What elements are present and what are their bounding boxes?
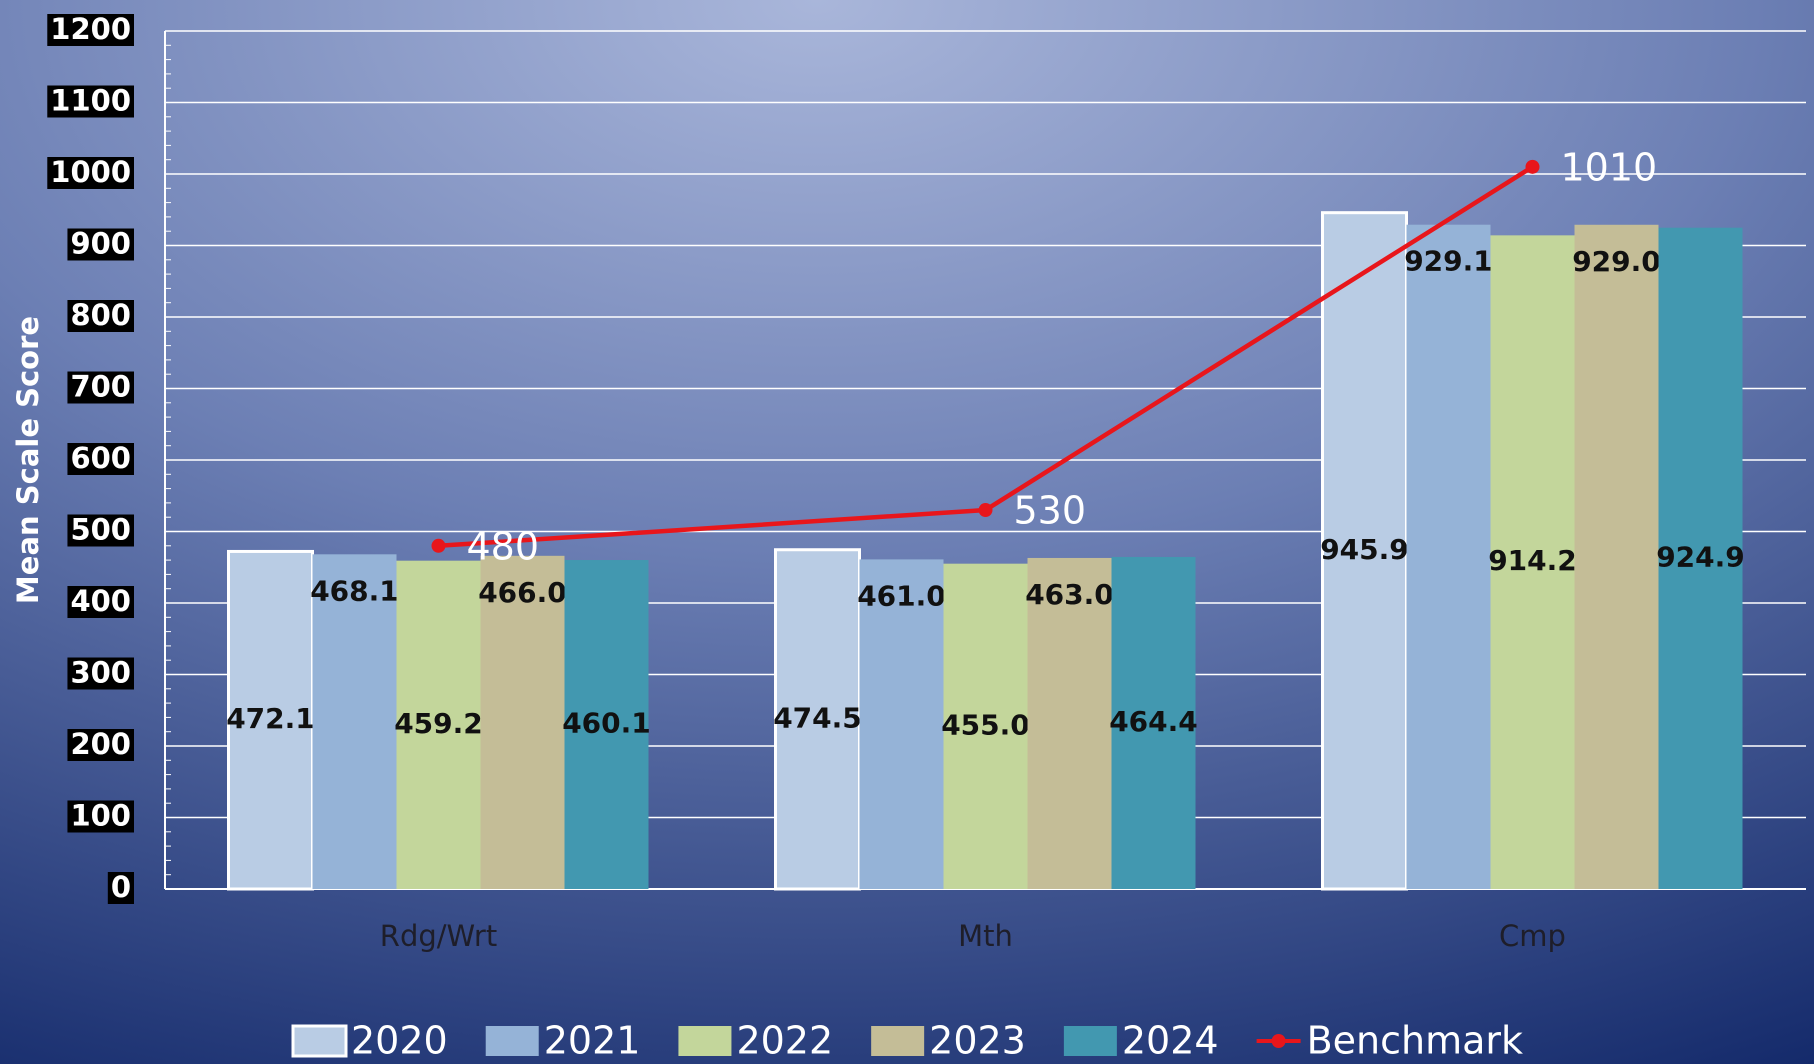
y-tick-label: 1200 xyxy=(50,12,131,46)
legend-label: 2022 xyxy=(736,1019,833,1063)
benchmark-label: 1010 xyxy=(1561,145,1658,189)
legend-label: 2024 xyxy=(1122,1019,1219,1063)
legend-label: 2023 xyxy=(929,1019,1026,1063)
y-tick-label: 700 xyxy=(70,370,131,404)
y-tick-label: 200 xyxy=(70,727,131,761)
benchmark-label: 530 xyxy=(1014,489,1087,533)
y-tick-label-bg xyxy=(47,14,134,46)
bar xyxy=(1027,557,1112,889)
y-tick-label-bg xyxy=(67,514,134,547)
legend-swatch xyxy=(678,1026,732,1056)
data-label: 472.1 xyxy=(226,702,315,735)
data-label: 914.2 xyxy=(1488,544,1577,577)
data-label: 929.0 xyxy=(1572,245,1661,278)
data-label: 464.4 xyxy=(1109,705,1198,738)
data-label: 929.1 xyxy=(1404,245,1493,278)
y-tick-label-bg xyxy=(67,228,134,261)
x-tick-label: Mth xyxy=(958,919,1013,953)
y-tick-label: 1100 xyxy=(50,84,131,118)
y-tick-label: 600 xyxy=(70,441,131,475)
data-label: 924.9 xyxy=(1656,540,1745,573)
y-tick-label-bg xyxy=(67,800,134,833)
bar xyxy=(396,560,481,889)
benchmark-point xyxy=(431,538,446,553)
x-tick-label: Rdg/Wrt xyxy=(380,919,497,953)
y-tick-label-bg xyxy=(67,657,134,690)
y-tick-label-bg xyxy=(67,586,134,618)
y-tick-label: 900 xyxy=(70,227,131,261)
data-label: 460.1 xyxy=(562,707,651,740)
legend-swatch xyxy=(485,1026,539,1056)
bar xyxy=(480,555,565,889)
data-label: 461.0 xyxy=(857,579,946,612)
y-tick-label-bg xyxy=(67,443,134,475)
legend-swatch xyxy=(291,1024,348,1058)
legend-label: Benchmark xyxy=(1307,1019,1523,1063)
y-tick-label-bg xyxy=(107,872,134,904)
bar xyxy=(227,549,314,891)
x-tick-label: Cmp xyxy=(1499,919,1566,953)
y-tick-label-bg xyxy=(67,729,134,761)
bar xyxy=(1321,211,1408,891)
y-tick-label-bg xyxy=(67,371,134,404)
y-tick-label: 1000 xyxy=(50,155,131,189)
legend-label: 2020 xyxy=(351,1019,448,1063)
data-label: 945.9 xyxy=(1320,533,1409,566)
benchmark-label: 480 xyxy=(467,524,540,568)
bar xyxy=(943,563,1028,889)
legend-swatch xyxy=(1063,1026,1117,1056)
data-label: 474.5 xyxy=(773,701,862,734)
bar xyxy=(1111,556,1196,889)
y-tick-label: 300 xyxy=(70,656,131,690)
legend-marker xyxy=(1271,1034,1286,1048)
legend-swatch xyxy=(871,1026,925,1056)
y-tick-label: 0 xyxy=(111,870,131,904)
data-label: 459.2 xyxy=(394,707,483,740)
y-tick-label-bg xyxy=(67,300,134,332)
bar xyxy=(859,559,944,889)
bar xyxy=(1406,224,1491,890)
bar xyxy=(312,554,397,889)
y-tick-label: 500 xyxy=(70,513,131,547)
benchmark-point xyxy=(978,503,993,518)
bar xyxy=(1490,235,1575,890)
data-label: 466.0 xyxy=(478,576,567,609)
y-tick-label-bg xyxy=(47,157,134,189)
y-axis-title: Mean Scale Score xyxy=(11,316,45,604)
legend-label: 2021 xyxy=(544,1019,641,1063)
bar xyxy=(1574,224,1659,889)
y-tick-label: 400 xyxy=(70,584,131,618)
data-label: 455.0 xyxy=(941,708,1030,741)
y-tick-label: 800 xyxy=(70,298,131,332)
bar xyxy=(1658,227,1743,889)
data-label: 463.0 xyxy=(1025,578,1114,611)
bar xyxy=(774,548,861,891)
bar xyxy=(564,560,649,889)
benchmark-point xyxy=(1525,159,1540,174)
y-tick-label: 100 xyxy=(70,799,131,833)
data-label: 468.1 xyxy=(310,574,399,607)
y-tick-label-bg xyxy=(47,85,134,118)
